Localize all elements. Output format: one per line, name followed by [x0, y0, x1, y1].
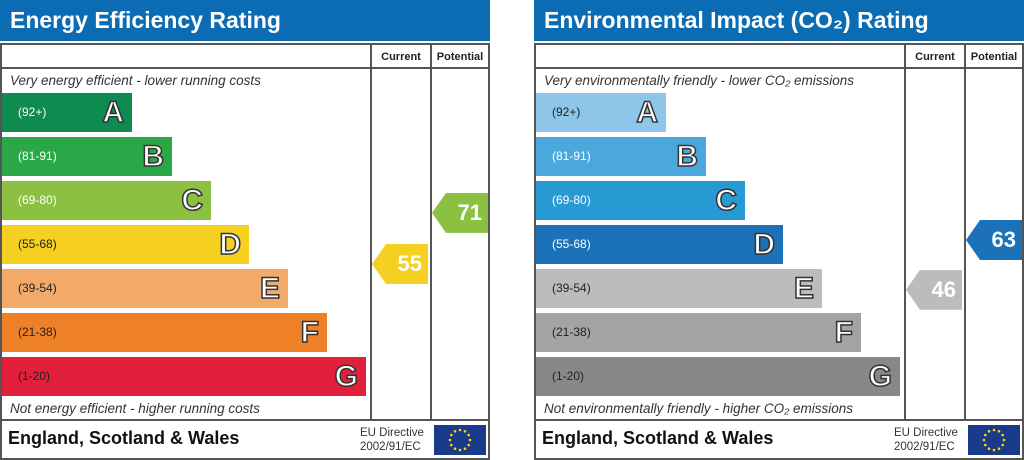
rating-bar-f: (21-38) F	[536, 313, 861, 352]
rating-bar-c: (69-80) C	[536, 181, 745, 220]
rating-bar-f: (21-38) F	[2, 313, 327, 352]
chart-title: Energy Efficiency Rating	[0, 0, 490, 41]
band-range: (1-20)	[552, 369, 585, 383]
band-letter: G	[334, 359, 359, 394]
band-letter: B	[676, 139, 699, 174]
eu-directive: EU Directive 2002/91/EC	[360, 426, 424, 454]
footer-divider	[0, 419, 490, 421]
eu-directive-number: 2002/91/EC	[894, 441, 955, 453]
chart-title: Environmental Impact (CO₂) Rating	[534, 0, 1024, 41]
rating-bar-a: (92+) A	[536, 93, 666, 132]
chart-frame	[534, 43, 1024, 460]
rating-bar-c: (69-80) C	[2, 181, 211, 220]
header-divider	[534, 67, 1024, 69]
rating-bar-e: (39-54) E	[536, 269, 822, 308]
band-letter: D	[219, 227, 242, 262]
eu-directive-line: EU Directive	[360, 427, 424, 439]
column-divider	[964, 43, 966, 420]
current-rating-arrow: 55	[372, 244, 428, 284]
band-range: (69-80)	[552, 193, 591, 207]
rating-bar-e: (39-54) E	[2, 269, 288, 308]
rating-bar-b: (81-91) B	[2, 137, 172, 176]
column-header-potential: Potential	[970, 51, 1018, 63]
band-letter: A	[102, 95, 125, 130]
band-range: (81-91)	[18, 149, 57, 163]
bottom-note: Not energy efficient - higher running co…	[10, 401, 260, 416]
eu-flag-icon	[968, 425, 1020, 455]
band-letter: F	[834, 315, 854, 350]
footer-divider	[534, 419, 1024, 421]
band-letter: D	[753, 227, 776, 262]
band-letter: G	[868, 359, 893, 394]
band-range: (92+)	[552, 105, 581, 119]
rating-bar-a: (92+) A	[2, 93, 132, 132]
band-range: (21-38)	[552, 325, 591, 339]
eu-directive-number: 2002/91/EC	[360, 441, 421, 453]
rating-bar-g: (1-20) G	[2, 357, 366, 396]
band-range: (39-54)	[18, 281, 57, 295]
column-divider	[904, 43, 906, 420]
band-letter: E	[793, 271, 815, 306]
eu-flag-icon	[434, 425, 486, 455]
rating-bar-b: (81-91) B	[536, 137, 706, 176]
rating-bar-d: (55-68) D	[536, 225, 783, 264]
band-letter: F	[300, 315, 320, 350]
band-range: (55-68)	[18, 237, 57, 251]
eu-directive-line: EU Directive	[894, 427, 958, 439]
top-note: Very environmentally friendly - lower CO…	[544, 73, 854, 88]
column-header-potential: Potential	[436, 51, 484, 63]
band-letter: C	[181, 183, 204, 218]
column-header-current: Current	[915, 51, 955, 63]
band-range: (69-80)	[18, 193, 57, 207]
potential-rating-arrow: 71	[432, 192, 488, 233]
band-range: (81-91)	[552, 149, 591, 163]
band-letter: C	[715, 183, 738, 218]
region-label: England, Scotland & Wales	[8, 428, 240, 448]
region-label: England, Scotland & Wales	[542, 428, 774, 448]
rating-bar-d: (55-68) D	[2, 225, 249, 264]
band-range: (92+)	[18, 105, 47, 119]
header-divider	[0, 67, 490, 69]
chart-energy-efficiency: Energy Efficiency Rating Current Potential…	[0, 0, 490, 460]
column-divider	[370, 43, 372, 420]
column-header-current: Current	[381, 51, 421, 63]
bottom-note: Not environmentally friendly - higher CO…	[544, 401, 854, 416]
eu-directive: EU Directive 2002/91/EC	[894, 426, 958, 454]
chart-frame	[0, 43, 490, 460]
top-note: Very energy efficient - lower running co…	[10, 73, 261, 88]
band-range: (21-38)	[18, 325, 57, 339]
chart-environmental-impact: Environmental Impact (CO₂) Rating Current…	[534, 0, 1024, 460]
rating-bar-g: (1-20) G	[536, 357, 900, 396]
column-divider	[430, 43, 432, 420]
band-range: (55-68)	[552, 237, 591, 251]
band-letter: A	[636, 95, 659, 130]
band-letter: B	[142, 139, 165, 174]
band-letter: E	[259, 271, 281, 306]
band-range: (39-54)	[552, 281, 591, 295]
band-range: (1-20)	[18, 369, 51, 383]
